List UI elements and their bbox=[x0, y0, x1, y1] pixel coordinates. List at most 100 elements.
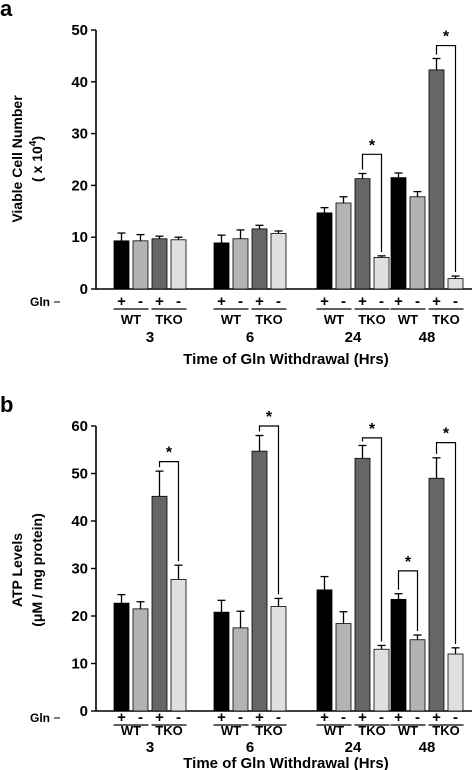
gln-sign: + bbox=[320, 293, 329, 310]
bar bbox=[373, 648, 390, 712]
y-tick-label: 50 bbox=[71, 466, 88, 483]
category-label: 3 bbox=[146, 329, 154, 346]
gln-sign: + bbox=[320, 709, 329, 726]
genotype-label: WT bbox=[221, 723, 241, 738]
genotype-label: WT bbox=[398, 723, 418, 738]
bar bbox=[316, 589, 333, 712]
bar bbox=[113, 602, 130, 712]
gln-sign: + bbox=[217, 293, 226, 310]
bar bbox=[447, 653, 464, 712]
panel-a: a 0 10 20 30 40 50 Viable Cell Number( x 104) * *… bbox=[0, 0, 472, 368]
y-tick-label: 60 bbox=[71, 418, 88, 435]
y-axis-label-line2: (μM / mg protein) bbox=[29, 513, 45, 627]
category-label: 24 bbox=[345, 739, 362, 756]
gln-sign: - bbox=[176, 293, 181, 310]
gln-sign: + bbox=[358, 293, 367, 310]
y-tick-label: 10 bbox=[71, 229, 88, 246]
y-axis-label-exponent: 4 bbox=[28, 140, 39, 146]
bar bbox=[132, 240, 149, 290]
significance-bracket bbox=[397, 570, 419, 631]
gln-sign: - bbox=[176, 709, 181, 726]
gln-sign: - bbox=[379, 709, 384, 726]
bar bbox=[428, 69, 445, 290]
bar bbox=[409, 196, 426, 290]
bar bbox=[390, 177, 407, 290]
gln-sign: + bbox=[255, 709, 264, 726]
gln-sign: - bbox=[238, 293, 243, 310]
bar bbox=[390, 598, 407, 712]
gln-sign: - bbox=[453, 709, 458, 726]
gln-sign: - bbox=[341, 709, 346, 726]
genotype-label: TKO bbox=[255, 723, 282, 738]
bar bbox=[409, 639, 426, 712]
category-label: 3 bbox=[146, 739, 154, 756]
genotype-label: WT bbox=[221, 312, 241, 327]
y-tick-label: 20 bbox=[71, 608, 88, 625]
genotype-label: WT bbox=[324, 723, 344, 738]
category-label: 48 bbox=[419, 739, 436, 756]
bar bbox=[213, 242, 230, 290]
significance-star: * bbox=[443, 29, 450, 46]
y-tick-label: 20 bbox=[71, 177, 88, 194]
y-axis-label-unit: ( x 10 bbox=[29, 146, 45, 182]
genotype-label: WT bbox=[324, 312, 344, 327]
panel-label: b bbox=[0, 392, 13, 417]
gln-sign: + bbox=[217, 709, 226, 726]
significance-star: * bbox=[405, 554, 412, 571]
significance-bracket bbox=[435, 442, 457, 644]
y-tick-label: 30 bbox=[71, 126, 88, 143]
x-axis-label: Time of Gln Withdrawal (Hrs) bbox=[183, 351, 388, 368]
y-tick-label: 40 bbox=[71, 513, 88, 530]
genotype-label: TKO bbox=[432, 723, 459, 738]
bar bbox=[232, 627, 249, 712]
y-tick-label: 50 bbox=[71, 22, 88, 39]
gln-sign: + bbox=[117, 709, 126, 726]
bar bbox=[270, 606, 287, 712]
genotype-label: TKO bbox=[255, 312, 282, 327]
bar bbox=[113, 240, 130, 290]
significance-bracket bbox=[158, 461, 180, 562]
genotype-label: WT bbox=[121, 723, 141, 738]
significance-star: * bbox=[369, 137, 376, 154]
y-tick-label: 40 bbox=[71, 74, 88, 91]
panel-label: a bbox=[0, 0, 13, 21]
genotype-label: TKO bbox=[155, 312, 182, 327]
bar bbox=[132, 608, 149, 712]
bar bbox=[170, 579, 187, 712]
bar bbox=[373, 257, 390, 290]
gln-sign: + bbox=[432, 293, 441, 310]
y-tick-label: 10 bbox=[71, 656, 88, 673]
genotype-label: TKO bbox=[432, 312, 459, 327]
genotype-label: TKO bbox=[358, 723, 385, 738]
gln-sign: - bbox=[415, 293, 420, 310]
gln-sign: - bbox=[341, 293, 346, 310]
significance-star: * bbox=[443, 426, 450, 443]
category-label: 24 bbox=[345, 329, 362, 346]
genotype-label: TKO bbox=[155, 723, 182, 738]
significance-bracket bbox=[361, 153, 383, 252]
gln-sign: - bbox=[238, 709, 243, 726]
gln-sign: + bbox=[155, 709, 164, 726]
gln-sign: - bbox=[138, 293, 143, 310]
y-tick-label: 0 bbox=[80, 703, 88, 720]
significance-star: * bbox=[266, 409, 273, 426]
category-label: 6 bbox=[246, 329, 254, 346]
gln-sign: + bbox=[394, 293, 403, 310]
gln-sign: - bbox=[138, 709, 143, 726]
bar bbox=[428, 477, 445, 712]
y-axis-label-line2: ( x 104) bbox=[28, 136, 45, 182]
y-tick-label: 30 bbox=[71, 561, 88, 578]
significance-bracket bbox=[361, 437, 383, 642]
gln-sign: - bbox=[415, 709, 420, 726]
y-axis-label-line1: ATP Levels bbox=[9, 533, 25, 607]
bar bbox=[335, 623, 352, 712]
gln-sign: + bbox=[394, 709, 403, 726]
gln-sign: - bbox=[276, 709, 281, 726]
category-label: 48 bbox=[419, 329, 436, 346]
gln-sign: + bbox=[432, 709, 441, 726]
bar bbox=[151, 238, 168, 290]
gln-label: Gln bbox=[30, 295, 50, 309]
significance-star: * bbox=[166, 445, 173, 462]
genotype-label: TKO bbox=[358, 312, 385, 327]
